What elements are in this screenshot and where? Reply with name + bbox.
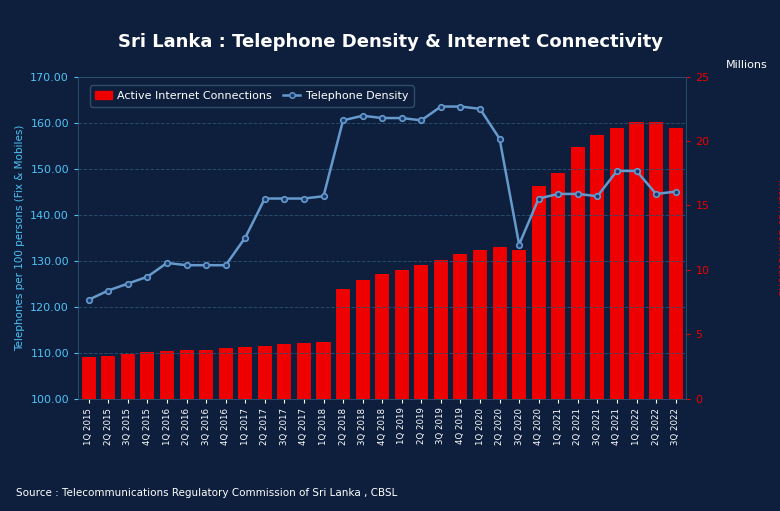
Bar — [121, 354, 135, 399]
Text: Millions: Millions — [726, 60, 768, 70]
Y-axis label: Internet Connections: Internet Connections — [776, 179, 780, 296]
Bar — [571, 148, 585, 399]
Bar — [238, 347, 252, 399]
Bar — [199, 350, 213, 399]
Bar — [218, 349, 232, 399]
Bar — [336, 289, 350, 399]
Bar — [317, 342, 331, 399]
Bar — [649, 122, 663, 399]
Legend: Active Internet Connections, Telephone Density: Active Internet Connections, Telephone D… — [90, 85, 413, 106]
Bar — [414, 265, 428, 399]
Bar — [257, 346, 272, 399]
Bar — [590, 134, 604, 399]
Bar — [278, 344, 292, 399]
Bar — [140, 352, 154, 399]
Text: Source : Telecommunications Regulatory Commission of Sri Lanka , CBSL: Source : Telecommunications Regulatory C… — [16, 488, 397, 498]
Bar — [610, 128, 624, 399]
Bar — [395, 270, 409, 399]
Bar — [101, 356, 115, 399]
Bar — [297, 343, 311, 399]
Bar — [473, 250, 487, 399]
Y-axis label: Telephones per 100 persons (Fix & Mobiles): Telephones per 100 persons (Fix & Mobile… — [15, 124, 25, 351]
Bar — [356, 280, 370, 399]
Bar — [375, 274, 389, 399]
Bar — [82, 357, 96, 399]
Bar — [629, 122, 644, 399]
Bar — [492, 247, 507, 399]
Bar — [160, 351, 174, 399]
Bar — [512, 250, 526, 399]
Bar — [668, 128, 682, 399]
Bar — [532, 186, 546, 399]
Bar — [551, 173, 565, 399]
Bar — [434, 260, 448, 399]
Text: Sri Lanka : Telephone Density & Internet Connectivity: Sri Lanka : Telephone Density & Internet… — [118, 33, 662, 51]
Bar — [179, 350, 193, 399]
Bar — [453, 254, 467, 399]
